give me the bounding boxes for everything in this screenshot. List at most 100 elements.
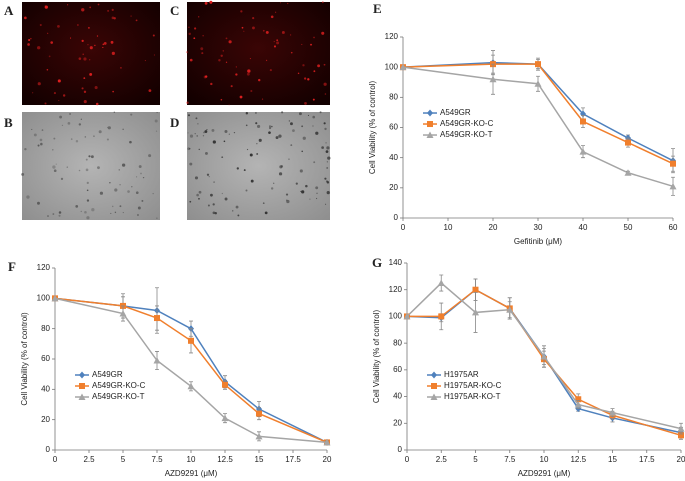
marker: [609, 409, 616, 416]
cell-speck: [220, 98, 223, 101]
cell-speck: [121, 163, 126, 167]
cell-speck: [207, 204, 210, 207]
cell-speck: [114, 211, 117, 214]
cell-speck: [261, 98, 264, 100]
cell-speck: [213, 181, 215, 183]
cell-speck: [196, 193, 199, 197]
cell-speck: [212, 211, 216, 215]
x-tick-label: 0: [405, 455, 410, 464]
cell-speck: [185, 51, 189, 54]
cell-speck: [109, 181, 111, 184]
cell-speck: [304, 101, 307, 105]
cell-speck: [37, 46, 41, 50]
cell-speck: [46, 68, 49, 71]
panel-label: G: [372, 255, 382, 270]
cell-speck: [83, 90, 87, 94]
cell-speck: [268, 131, 271, 135]
cell-speck: [235, 205, 239, 209]
cell-speck: [206, 173, 210, 176]
cell-speck: [249, 58, 251, 60]
series-line: [402, 61, 674, 162]
cell-speck: [315, 186, 319, 190]
cell-speck: [198, 197, 200, 200]
cell-speck: [57, 24, 60, 28]
cell-speck: [53, 137, 56, 140]
cell-speck: [28, 38, 31, 42]
x-axis-title: Gefitinib (μM): [514, 237, 563, 246]
cell-speck: [30, 37, 32, 40]
marker: [437, 279, 445, 287]
cell-speck: [202, 135, 205, 137]
y-tick-label: 120: [389, 285, 403, 294]
cell-speck: [24, 16, 27, 20]
x-tick-label: 15: [608, 455, 617, 464]
cell-speck: [235, 66, 237, 68]
cell-speck: [99, 191, 104, 195]
marker: [399, 63, 407, 71]
cell-speck: [313, 161, 316, 164]
cell-speck: [193, 37, 196, 40]
cell-speck: [290, 144, 293, 147]
y-tick-label: 100: [385, 62, 399, 71]
cell-speck: [67, 4, 69, 6]
y-tick-label: 40: [389, 153, 398, 162]
x-tick-label: 5: [473, 455, 478, 464]
cell-speck: [83, 77, 86, 80]
y-tick-label: 0: [46, 445, 51, 454]
cell-speck: [52, 165, 56, 169]
cell-speck: [262, 29, 265, 32]
x-tick-label: 7.5: [504, 455, 516, 464]
cell-speck: [310, 43, 313, 46]
cell-speck: [200, 47, 204, 51]
marker: [79, 371, 85, 379]
cell-speck: [84, 136, 87, 138]
cell-speck: [118, 169, 120, 171]
cell-speck: [81, 8, 85, 12]
cell-speck: [88, 155, 91, 158]
cell-speck: [206, 129, 208, 131]
cell-speck: [91, 208, 95, 212]
cell-speck: [194, 176, 199, 180]
marker: [79, 383, 85, 389]
cell-speck: [312, 115, 316, 119]
cell-speck: [225, 37, 228, 40]
cell-speck: [301, 190, 305, 194]
cell-speck: [235, 73, 238, 76]
cell-speck: [316, 197, 318, 200]
cell-speck: [156, 217, 158, 220]
cell-speck: [278, 134, 282, 138]
cell-speck: [212, 203, 215, 206]
cell-speck: [270, 15, 274, 19]
marker: [506, 306, 514, 313]
cell-speck: [324, 93, 327, 95]
x-tick-label: 17.5: [285, 455, 301, 464]
cell-speck: [225, 61, 228, 63]
cell-speck: [222, 50, 224, 52]
cell-speck: [276, 41, 280, 45]
y-tick-label: 40: [393, 392, 402, 401]
x-tick-label: 40: [579, 223, 588, 232]
cell-speck: [299, 112, 302, 116]
cell-speck: [140, 172, 142, 175]
cell-speck: [103, 41, 107, 45]
cell-speck: [202, 35, 204, 37]
cell-speck: [110, 40, 114, 44]
cell-speck: [326, 146, 330, 150]
cell-speck: [70, 138, 73, 140]
cell-speck: [76, 24, 79, 26]
cell-speck: [96, 35, 99, 37]
cell-speck: [94, 44, 96, 47]
cell-speck: [78, 57, 82, 60]
cell-speck: [203, 131, 205, 134]
cell-speck: [286, 199, 288, 201]
marker: [119, 310, 127, 317]
chart: E 0 20 40 60 80 100 120 0 10 20 30 40 50 60 Gefitinib (…: [368, 1, 678, 246]
cell-speck: [84, 210, 87, 214]
cell-speck: [264, 211, 268, 215]
x-tick-label: 30: [534, 223, 543, 232]
cell-speck: [292, 129, 295, 133]
cell-speck: [129, 140, 132, 144]
cell-speck: [152, 34, 155, 37]
cell-speck: [198, 16, 200, 18]
cell-speck: [197, 123, 199, 125]
